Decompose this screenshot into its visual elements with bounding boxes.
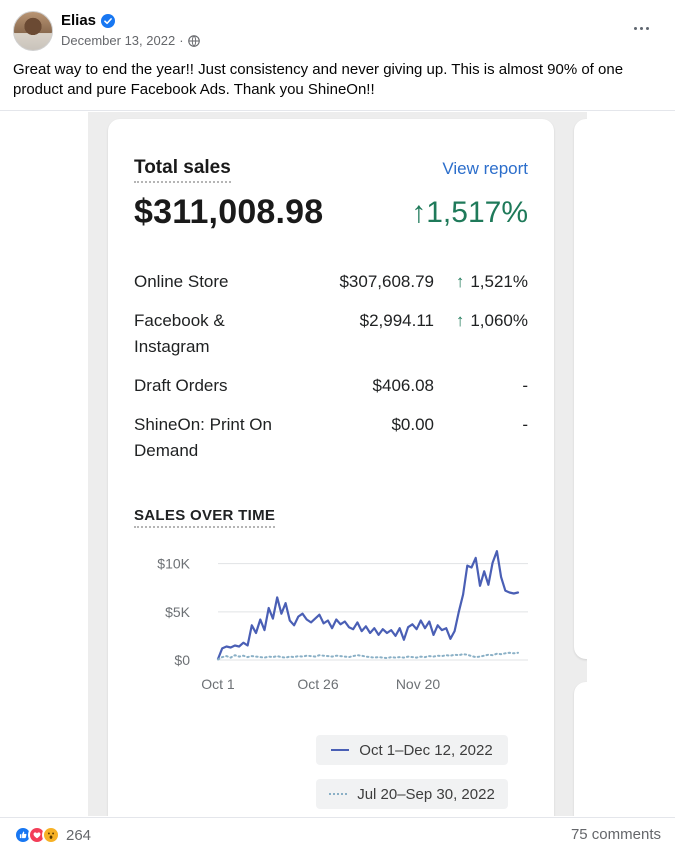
verified-badge-icon: [101, 13, 116, 28]
sales-by-channel: Online Store $307,608.79 ↑ 1,521% Faceboo…: [134, 269, 528, 477]
up-arrow-icon: ↑: [455, 311, 465, 330]
legend-current-label: Oct 1–Dec 12, 2022: [359, 741, 493, 759]
row-change-value: -: [522, 376, 528, 395]
total-sales-change: ↑1,517%: [411, 196, 528, 229]
x-tick-label: Nov 20: [396, 676, 441, 692]
post-text: Great way to end the year!! Just consist…: [13, 61, 624, 98]
post-meta: December 13, 2022 ·: [61, 33, 200, 48]
row-amount: $307,608.79: [339, 272, 434, 291]
row-channel: Facebook & Instagram: [134, 311, 225, 356]
divider: [0, 817, 675, 818]
row-change: ↑ 1,521%: [434, 269, 528, 295]
row-change: ↑ 1,060%: [434, 308, 528, 360]
row-change-value: 1,521%: [470, 272, 528, 291]
post-date[interactable]: December 13, 2022: [61, 33, 176, 48]
card-title: Total sales: [134, 157, 231, 183]
y-tick-label: $0: [174, 652, 190, 668]
total-sales-card: Total sales View report $311,008.98 ↑1,5…: [108, 119, 554, 816]
row-change: -: [434, 373, 528, 399]
y-tick-label: $5K: [165, 604, 191, 620]
x-tick-label: Oct 1: [201, 676, 235, 692]
series-line-current: [216, 550, 520, 661]
legend-prior[interactable]: Jul 20–Sep 30, 2022: [316, 779, 508, 809]
legend-dotted-line-icon: [329, 793, 348, 795]
x-tick-label: Oct 26: [297, 676, 338, 692]
divider: [0, 110, 675, 111]
meta-separator: ·: [179, 33, 184, 48]
total-sales-value: $311,008.98: [134, 193, 324, 231]
row-amount: $0.00: [391, 415, 434, 434]
avatar[interactable]: [13, 11, 53, 51]
comments-link[interactable]: 75 comments: [570, 826, 661, 843]
table-row: ShineOn: Print On Demand $0.00 -: [134, 412, 528, 464]
legend-solid-line-icon: [331, 749, 350, 751]
series-line-prior: [217, 651, 519, 661]
table-row: Draft Orders $406.08 -: [134, 373, 528, 399]
side-card: [574, 119, 587, 659]
reaction-count[interactable]: 264: [66, 826, 92, 844]
row-change: -: [434, 412, 528, 464]
table-row: Online Store $307,608.79 ↑ 1,521%: [134, 269, 528, 295]
chart-title: SALES OVER TIME: [134, 507, 276, 528]
author-name[interactable]: Elias: [61, 12, 97, 29]
row-channel: ShineOn: Print On Demand: [134, 415, 272, 460]
row-amount: $2,994.11: [359, 311, 434, 330]
side-card: [574, 682, 587, 816]
view-report-link[interactable]: View report: [442, 159, 528, 178]
row-channel: Online Store: [134, 272, 229, 291]
reactions-summary[interactable]: 264: [14, 826, 91, 844]
row-change-value: 1,060%: [470, 311, 528, 330]
row-amount: $406.08: [372, 376, 434, 395]
up-arrow-icon: ↑: [455, 272, 465, 291]
post-image[interactable]: Total sales View report $311,008.98 ↑1,5…: [88, 112, 587, 816]
globe-icon[interactable]: [187, 34, 200, 47]
legend-prior-label: Jul 20–Sep 30, 2022: [357, 785, 495, 803]
post-header: Elias December 13, 2022 ·: [0, 0, 675, 56]
table-row: Facebook & Instagram $2,994.11 ↑ 1,060%: [134, 308, 528, 360]
legend-current[interactable]: Oct 1–Dec 12, 2022: [316, 735, 508, 765]
row-change-value: -: [522, 415, 528, 434]
row-channel: Draft Orders: [134, 376, 228, 395]
y-tick-label: $10K: [157, 556, 190, 572]
wow-reaction-icon: [42, 826, 60, 844]
author-row: Elias: [61, 12, 116, 29]
sales-over-time-chart: $0 $5K $10K Oct 1 Oct 26 Nov 20: [157, 550, 528, 692]
more-options-icon[interactable]: [629, 18, 653, 38]
